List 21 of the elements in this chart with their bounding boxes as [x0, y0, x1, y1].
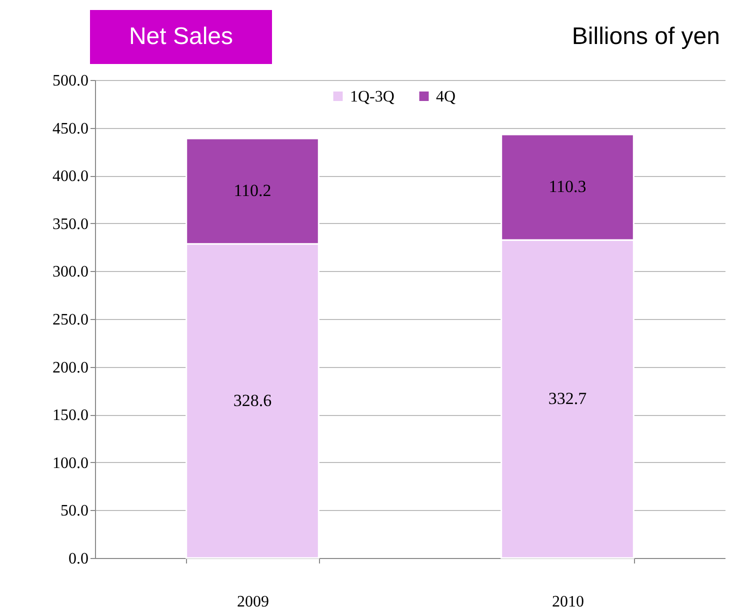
y-tick-label: 150.0 — [52, 407, 88, 424]
y-tick-label: 100.0 — [52, 454, 88, 472]
x-tick-label: 2010 — [552, 594, 584, 610]
data-label: 328.6 — [233, 390, 272, 410]
chart-subtitle: Billions of yen — [572, 23, 720, 50]
y-tick-label: 500.0 — [52, 72, 88, 90]
y-tick-label: 200.0 — [52, 359, 88, 376]
data-label: 332.7 — [548, 388, 588, 408]
y-tick-label: 250.0 — [52, 312, 88, 328]
y-tick-label: 450.0 — [52, 120, 88, 138]
legend-label: 4Q — [436, 88, 456, 106]
y-tick-label: 400.0 — [52, 168, 88, 186]
data-label: 110.2 — [234, 181, 272, 200]
y-tick-label: 50.0 — [60, 502, 88, 520]
y-tick-label: 0.0 — [68, 550, 88, 568]
y-tick-label: 350.0 — [52, 216, 88, 233]
data-label: 110.3 — [548, 177, 586, 196]
legend-label: 1Q-3Q — [350, 88, 395, 106]
chart-title: Net Sales — [128, 23, 234, 50]
y-tick-label: 300.0 — [52, 264, 88, 281]
x-tick-label: 2009 — [237, 594, 269, 610]
